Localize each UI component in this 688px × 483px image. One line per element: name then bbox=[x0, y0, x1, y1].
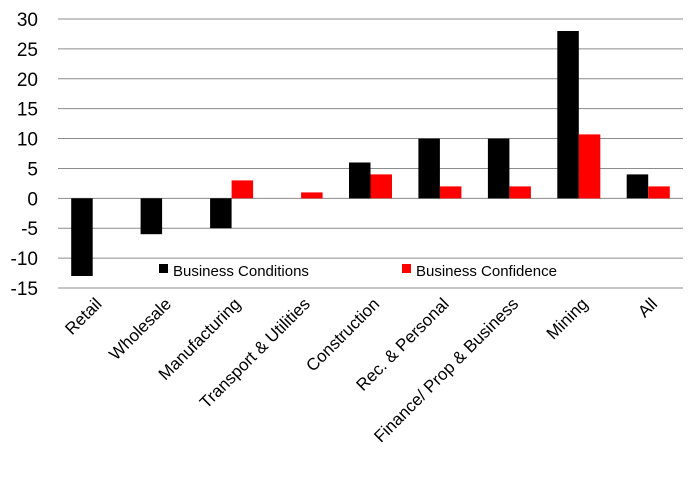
y-tick-label: 20 bbox=[17, 70, 38, 91]
category-label-finance-prop-business: Finance/ Prop & Business bbox=[370, 294, 522, 446]
bar-business-confidence-construction bbox=[370, 174, 392, 199]
bar-business-conditions-retail bbox=[71, 198, 93, 276]
y-tick-label: -15 bbox=[11, 279, 38, 300]
bar-business-conditions-manufacturing bbox=[210, 198, 232, 229]
bar-business-confidence-rec-personal bbox=[439, 186, 462, 199]
y-tick-label: 0 bbox=[27, 189, 38, 210]
legend: Business Conditions Business Confidence bbox=[159, 263, 557, 280]
y-axis-tick-labels: 30 25 20 15 10 5 0 -5 -10 -15 bbox=[11, 10, 38, 300]
category-label-retail: Retail bbox=[61, 294, 105, 338]
legend-label-business-conditions: Business Conditions bbox=[173, 263, 309, 280]
bar-business-conditions-wholesale bbox=[140, 198, 163, 235]
category-label-wholesale: Wholesale bbox=[105, 294, 175, 364]
bar-business-conditions-all bbox=[626, 174, 649, 199]
bar-business-confidence-finance-prop-business bbox=[509, 186, 531, 199]
y-tick-label: 25 bbox=[17, 40, 38, 61]
bar-business-confidence-mining bbox=[578, 134, 601, 199]
y-tick-label: 30 bbox=[17, 10, 38, 31]
category-label-all: All bbox=[634, 294, 661, 321]
legend-swatch-business-conditions bbox=[159, 264, 168, 273]
bar-business-conditions-rec-personal bbox=[418, 138, 440, 199]
legend-label-business-confidence: Business Confidence bbox=[416, 263, 557, 280]
y-tick-label: 10 bbox=[17, 130, 38, 151]
y-tick-label: 15 bbox=[17, 100, 38, 121]
bar-business-confidence-all bbox=[648, 186, 670, 199]
bar-business-conditions-mining bbox=[557, 31, 579, 199]
bar-business-confidence-transport-utilities bbox=[301, 192, 323, 199]
bar-business-confidence-manufacturing bbox=[231, 180, 254, 199]
category-label-mining: Mining bbox=[543, 294, 592, 343]
legend-swatch-business-confidence bbox=[402, 264, 411, 273]
bar-business-conditions-finance-prop-business bbox=[487, 138, 510, 199]
bar-business-conditions-construction bbox=[349, 162, 371, 199]
y-tick-label: -5 bbox=[21, 219, 38, 240]
y-tick-label: 5 bbox=[27, 159, 38, 180]
y-tick-label: -10 bbox=[11, 249, 38, 270]
bars bbox=[71, 31, 670, 276]
